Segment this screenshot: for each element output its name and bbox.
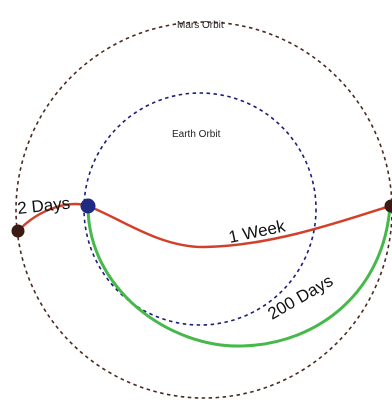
mars-orbit-label: Mars Orbit (177, 20, 224, 31)
mars-marker-right (384, 199, 392, 213)
fast-transfer-path-right (87, 204, 391, 249)
mars-marker-left (11, 224, 25, 238)
earth-orbit-label: Earth Orbit (172, 129, 221, 140)
two-days-label: 2 Days (16, 194, 71, 218)
earth-marker (80, 198, 96, 214)
mars-orbit-circle (15, 21, 392, 399)
hohmann-transfer-path (86, 205, 392, 348)
